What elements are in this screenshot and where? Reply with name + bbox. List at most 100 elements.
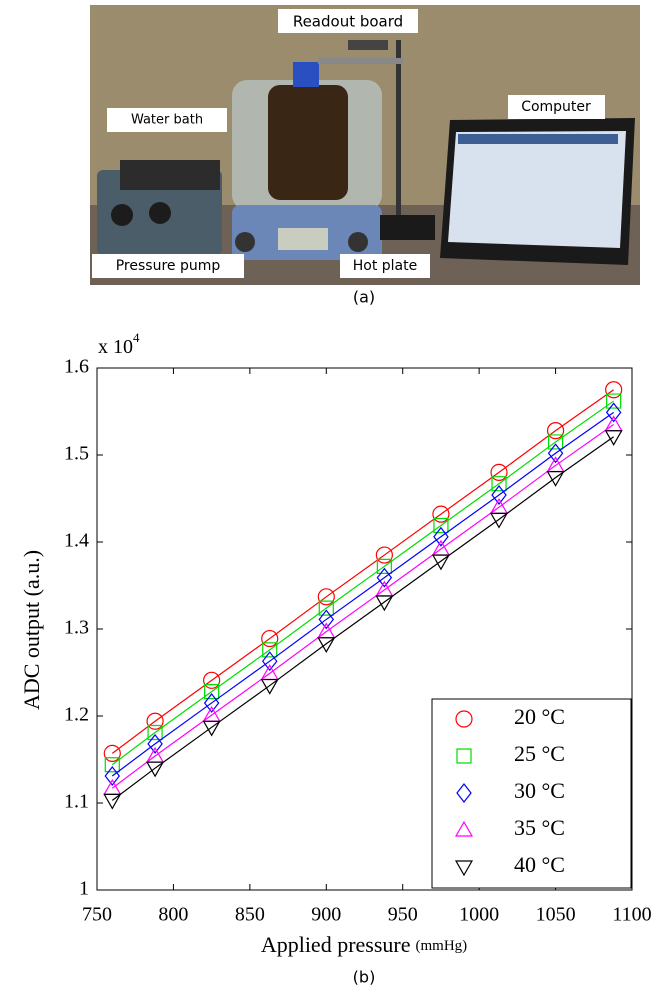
- y-axis-label: ADC output (a.u.): [19, 550, 44, 710]
- fit-line: [111, 400, 615, 766]
- marker: [104, 757, 120, 773]
- legend-label: 35 °C: [514, 815, 565, 840]
- x-axis-title: Applied pressure: [261, 932, 411, 957]
- y-scale-base: x 10: [98, 336, 133, 358]
- x-tick-label: 1000: [459, 904, 499, 926]
- y-tick-label: 1.6: [64, 356, 89, 378]
- marker: [103, 744, 121, 763]
- marker: [547, 443, 564, 464]
- marker: [104, 766, 121, 787]
- marker: [203, 671, 221, 689]
- marker: [318, 609, 335, 630]
- y-tick-label: 1.3: [64, 617, 89, 639]
- y-tick-label: 1.2: [64, 704, 89, 726]
- marker: [456, 748, 472, 764]
- laptop-screen: [448, 131, 626, 248]
- legend: 20 °C 25 °C 30 °C 35 °C 40 °C: [431, 698, 632, 889]
- marker: [454, 860, 474, 877]
- pump-knob: [149, 202, 171, 224]
- x-axis-label: Applied pressure (mmHg): [261, 932, 467, 957]
- marker: [491, 476, 507, 492]
- x-tick-label: 900: [311, 904, 341, 926]
- caption: (a): [353, 288, 375, 307]
- y-tick-label: 1.5: [64, 443, 89, 465]
- marker: [262, 642, 278, 658]
- marker: [456, 783, 472, 803]
- marker: [604, 430, 623, 446]
- marker: [491, 485, 507, 505]
- fit-line: [111, 389, 615, 754]
- marker: [433, 526, 449, 547]
- marker: [146, 712, 164, 730]
- marker: [317, 588, 335, 606]
- legend-label: 25 °C: [514, 741, 565, 766]
- legend-label: 20 °C: [514, 704, 565, 729]
- marker: [375, 546, 393, 564]
- marker: [147, 733, 163, 754]
- y-scale-exponent: 4: [133, 330, 140, 345]
- legend-box: [431, 698, 632, 889]
- marker: [432, 505, 450, 523]
- hot-plate-display: [278, 228, 328, 250]
- x-tick-label: 750: [82, 904, 112, 926]
- label-box: [278, 9, 418, 33]
- marker: [146, 761, 165, 778]
- clamp: [318, 58, 403, 64]
- pump-top: [120, 160, 220, 190]
- x-tick-label: 1050: [536, 904, 576, 926]
- photo-label: Pressure pump: [116, 258, 221, 274]
- marker: [605, 381, 623, 399]
- photo-label: Computer: [521, 99, 591, 115]
- marker: [261, 651, 278, 672]
- marker: [490, 463, 508, 481]
- marker: [317, 637, 336, 653]
- marker: [546, 471, 565, 487]
- marker: [376, 558, 392, 574]
- marker: [261, 629, 279, 648]
- hot-plate-knob: [235, 232, 255, 252]
- marker: [147, 724, 163, 741]
- y-tick-label: 1.4: [64, 530, 89, 552]
- marker: [455, 710, 473, 728]
- photo-label: Hot plate: [353, 258, 418, 274]
- marker: [202, 720, 221, 737]
- x-tick-label: 850: [235, 904, 265, 926]
- screen-toolbar: [458, 134, 618, 144]
- pump-knob: [111, 204, 133, 226]
- hot-plate-knob: [348, 232, 368, 252]
- marker: [103, 779, 122, 795]
- photo-label: Readout board: [293, 13, 403, 31]
- marker: [103, 793, 122, 810]
- fit-line: [111, 424, 615, 789]
- marker: [203, 692, 220, 713]
- fit-line: [111, 436, 615, 801]
- bottle-cap: [293, 62, 319, 87]
- caption: (b): [353, 968, 376, 987]
- marker: [546, 422, 565, 440]
- photo-label: Water bath: [131, 113, 203, 128]
- fit-line: [111, 411, 615, 777]
- y-tick-label: 1.1: [64, 791, 89, 813]
- y-tick-label: 1: [79, 878, 89, 900]
- x-axis-unit: (mmHg): [416, 938, 468, 954]
- label-box: [340, 254, 430, 278]
- marker: [489, 512, 509, 529]
- x-tick-label: 800: [158, 904, 188, 926]
- stand-base: [380, 215, 435, 240]
- label-box: [107, 108, 227, 132]
- marker: [376, 567, 393, 588]
- x-tick-label: 950: [388, 904, 418, 926]
- stand-rod: [396, 40, 401, 220]
- x-tick-label: 1100: [612, 904, 651, 926]
- legend-label: 40 °C: [514, 852, 565, 877]
- readout-board: [348, 40, 388, 50]
- marker: [260, 678, 279, 695]
- marker: [454, 820, 474, 837]
- marker: [431, 554, 450, 571]
- y-scale-label: x 104: [98, 330, 140, 358]
- legend-label: 30 °C: [514, 778, 565, 803]
- marker: [605, 402, 622, 423]
- marker: [606, 393, 622, 409]
- photo: Readout board Water bath Computer Pressu…: [90, 5, 640, 285]
